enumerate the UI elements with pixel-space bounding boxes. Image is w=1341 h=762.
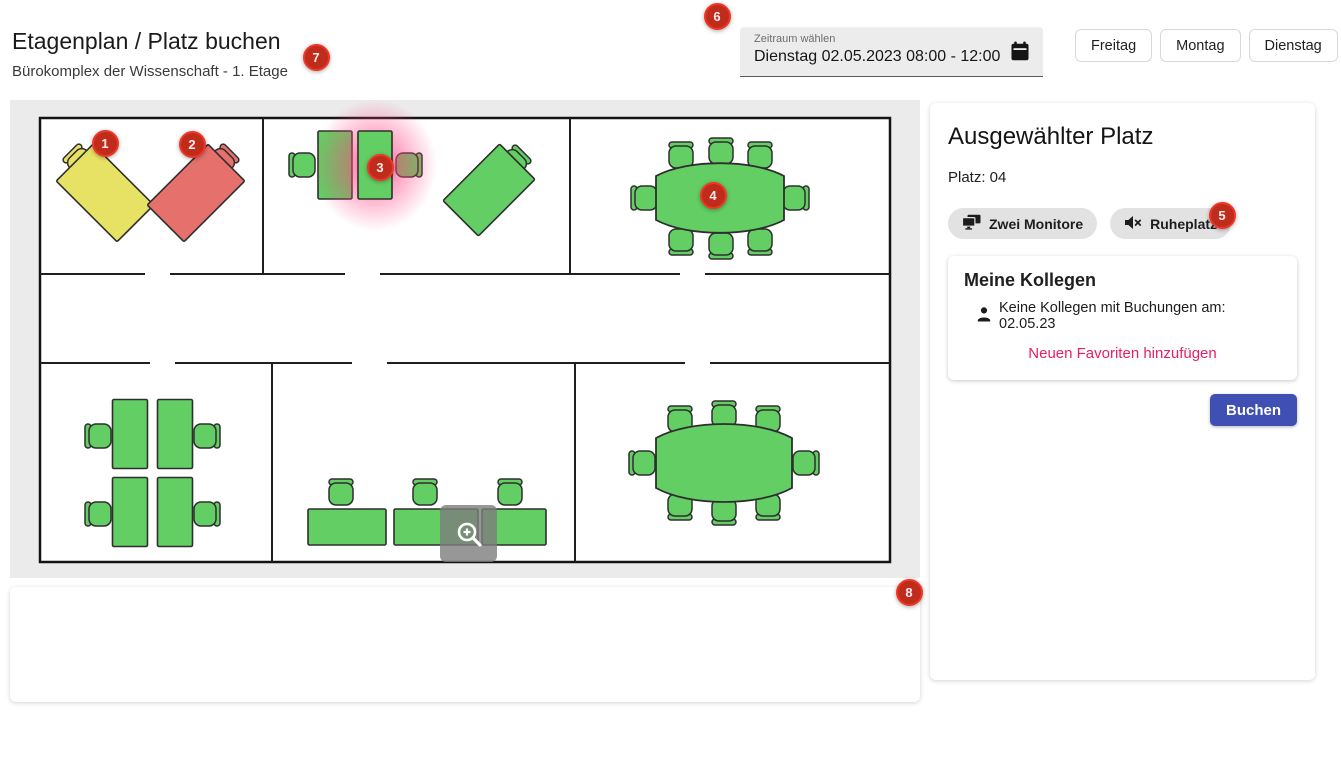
meeting-table-1[interactable]	[655, 162, 785, 234]
chair	[288, 152, 316, 178]
seat-desk-10[interactable]	[307, 508, 387, 546]
chair	[755, 405, 781, 433]
chair	[628, 450, 656, 476]
chair	[711, 498, 737, 526]
feature-chip-label: Ruheplatz	[1150, 215, 1218, 232]
chair	[792, 450, 820, 476]
chair	[412, 478, 438, 506]
date-range-label: Zeitraum wählen	[754, 33, 836, 45]
selected-seat-title: Ausgewählter Platz	[948, 123, 1154, 150]
feature-chip-label: Zwei Monitore	[989, 215, 1084, 232]
meeting-table-2[interactable]	[655, 423, 793, 503]
chair	[630, 185, 658, 211]
floorplan-walls	[40, 118, 890, 562]
date-range-value: Dienstag 02.05.2023 08:00 - 12:00	[754, 48, 1001, 65]
seat-desk-2[interactable]	[147, 144, 245, 242]
seat-number-label: Platz: 04	[948, 169, 1007, 186]
day-button-dienstag[interactable]: Dienstag	[1248, 29, 1338, 62]
colleagues-title: Meine Kollegen	[964, 270, 1097, 290]
chair	[708, 232, 734, 260]
date-range-field[interactable]: Zeitraum wählen Dienstag 02.05.2023 08:0…	[740, 27, 1043, 77]
feature-chip-1: Ruheplatz	[1110, 208, 1232, 239]
person-icon	[976, 306, 992, 326]
chair	[84, 501, 112, 527]
day-quick-buttons: Freitag Montag Dienstag	[1075, 29, 1338, 62]
chair	[328, 478, 354, 506]
plan-zoom-button[interactable]	[440, 505, 497, 562]
page-subtitle: Bürokomplex der Wissenschaft - 1. Etage	[12, 63, 288, 80]
chair	[667, 493, 693, 521]
chair	[755, 493, 781, 521]
chair	[668, 141, 694, 169]
seat-desk-8[interactable]	[111, 476, 149, 548]
day-button-freitag[interactable]: Freitag	[1075, 29, 1153, 62]
chair	[782, 185, 810, 211]
seat-desk-6[interactable]	[111, 398, 149, 470]
chair	[193, 501, 221, 527]
calendar-icon[interactable]	[1010, 41, 1030, 65]
seat-desk-1[interactable]	[56, 144, 154, 242]
add-favorite-link[interactable]: Neuen Favoriten hinzufügen	[1028, 345, 1217, 362]
dual-monitor-icon	[961, 214, 981, 233]
seat-desk-9[interactable]	[156, 476, 194, 548]
seat-desk-4-selected[interactable]	[357, 130, 393, 200]
feature-chip-0: Zwei Monitore	[948, 208, 1098, 239]
chair	[84, 423, 112, 449]
page-title: Etagenplan / Platz buchen	[12, 28, 281, 54]
selected-seat-panel: Ausgewählter Platz Platz: 04 Zwei Monito…	[930, 103, 1315, 680]
chair	[747, 228, 773, 256]
annotation-marker-7: 7	[302, 43, 330, 71]
floorplan-panel	[10, 100, 920, 578]
chair	[747, 141, 773, 169]
seat-feature-chips: Zwei Monitore Ruheplatz	[948, 208, 1297, 239]
chair	[668, 228, 694, 256]
annotation-marker-6: 6	[703, 2, 731, 30]
colleagues-empty-text: Keine Kollegen mit Buchungen am: 02.05.2…	[999, 300, 1226, 332]
speaker-mute-icon	[1124, 215, 1142, 233]
floorplan-svg	[38, 100, 892, 564]
book-button[interactable]: Buchen	[1209, 394, 1297, 426]
colleagues-card: Meine Kollegen Keine Kollegen mit Buchun…	[948, 256, 1297, 380]
magnifier-plus-icon	[457, 522, 482, 547]
chair	[711, 400, 737, 428]
floor-selector-bar: 1. Etage0 von 14 Plätze belegtParkdeck 1…	[10, 587, 920, 702]
chair	[708, 137, 734, 165]
chair	[193, 423, 221, 449]
day-button-montag[interactable]: Montag	[1160, 29, 1241, 62]
chair	[497, 478, 523, 506]
seat-desk-5[interactable]	[442, 143, 536, 237]
seat-desk-7[interactable]	[156, 398, 194, 470]
